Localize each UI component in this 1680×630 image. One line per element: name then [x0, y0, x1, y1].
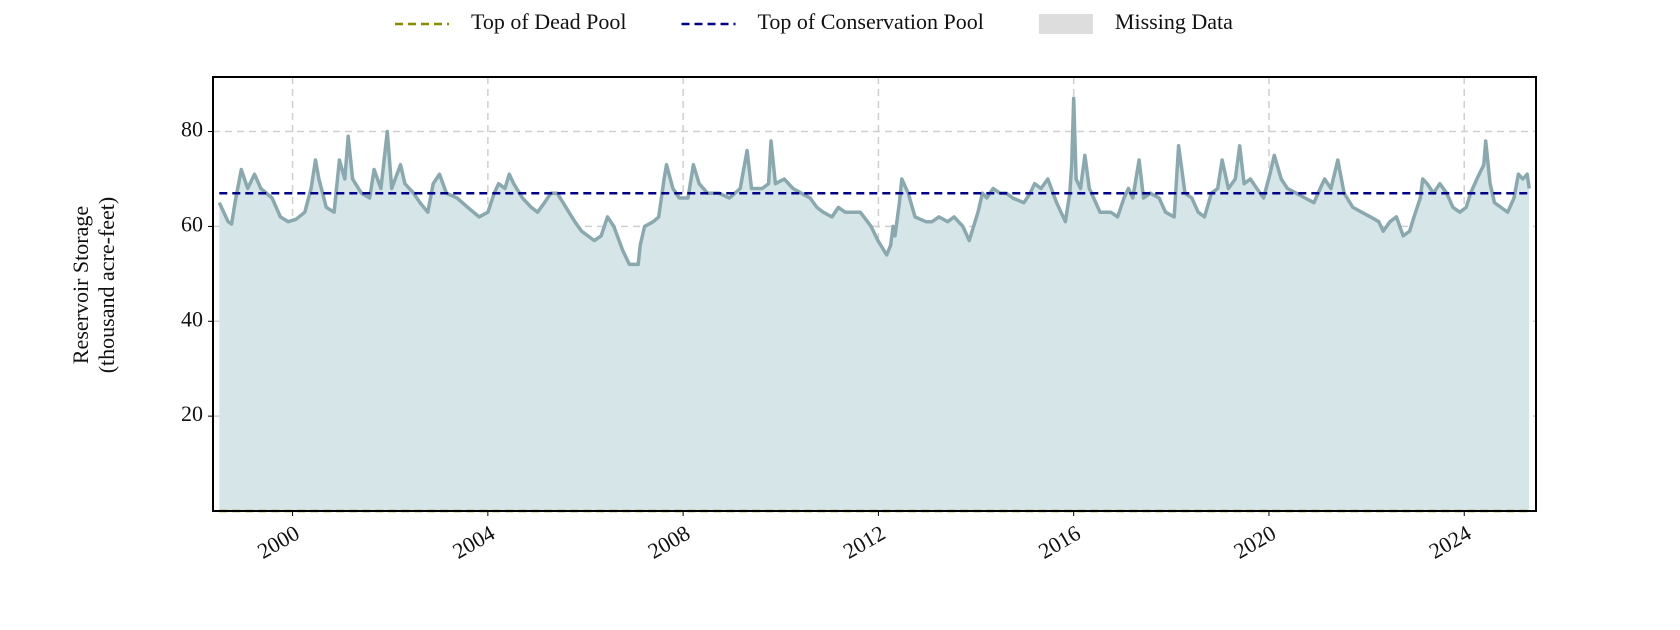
y-tick-label: 60 — [181, 211, 203, 236]
y-tick-label: 20 — [181, 401, 203, 426]
x-tick-label: 2016 — [1034, 520, 1085, 564]
area — [219, 98, 1530, 512]
y-tick-label: 40 — [181, 306, 203, 331]
y-axis-label: Reservoir Storage(thousand acre-feet) — [68, 197, 119, 374]
legend-label: Top of Dead Pool — [471, 9, 627, 34]
plot-frame — [212, 76, 1537, 512]
legend-swatch — [1038, 14, 1093, 34]
y-axis-label-line: Reservoir Storage — [68, 206, 93, 364]
legend-label: Missing Data — [1115, 9, 1233, 34]
x-tick-label: 2004 — [448, 520, 499, 564]
x-tick-label: 2008 — [644, 520, 695, 564]
legend-label: Top of Conservation Pool — [758, 9, 984, 34]
y-tick-label: 80 — [181, 117, 203, 142]
y-axis-label-line: (thousand acre-feet) — [94, 197, 119, 374]
x-tick-label: 2020 — [1229, 520, 1280, 564]
x-tick-label: 2012 — [839, 520, 890, 564]
line — [217, 96, 1531, 267]
x-tick-label: 2024 — [1425, 520, 1476, 564]
x-tick-label: 2000 — [253, 520, 304, 564]
